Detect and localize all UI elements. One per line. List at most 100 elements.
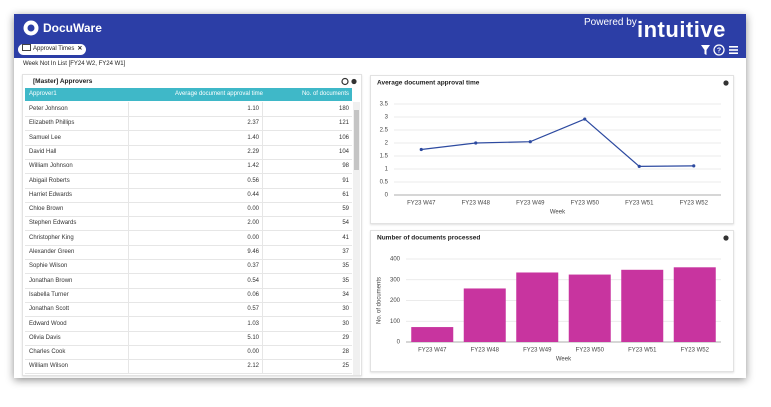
x-tick-label: FY23 W51: [628, 348, 657, 354]
column-header: Average document approval time: [175, 91, 263, 97]
gear-icon[interactable]: [351, 78, 357, 85]
table-body: Peter Johnson 1.10 180 Elizabeth Phillips 2.…: [25, 102, 352, 375]
table-cell: 1.10: [129, 102, 263, 116]
table-cell: Edward Wood: [29, 316, 129, 331]
table-row: Abigail Roberts 0.56 91: [25, 173, 352, 189]
line-point: [474, 141, 478, 145]
table-cell: 0.56: [129, 173, 263, 188]
x-tick-label: FY23 W49: [523, 348, 552, 354]
table-panel: [Master] Approvers Approver1 Average docu…: [22, 74, 362, 376]
chart-title: Number of documents processed: [377, 235, 480, 242]
chart: Average document approval time 0 0.5 1 1.5 2 2…: [377, 80, 729, 216]
table-cell: 104: [338, 148, 349, 155]
table-cell: 0.00: [129, 345, 263, 360]
table-cell: 106: [338, 134, 349, 141]
y-tick-label: 100: [390, 319, 401, 325]
x-tick-label: FY23 W51: [625, 201, 654, 207]
bar: [463, 288, 506, 342]
table-cell: Sophie Wilson: [29, 259, 129, 274]
chip-close[interactable]: ✕: [77, 46, 83, 52]
table-row: Edward Wood 1.03 30: [25, 316, 352, 332]
table-cell: William Wilson: [29, 359, 129, 374]
bar: [568, 274, 611, 342]
table-cell: 61: [342, 191, 349, 198]
menu-icon[interactable]: [729, 46, 738, 54]
table-cell: 9.46: [129, 245, 263, 259]
table-cell: Harriet Edwards: [29, 187, 129, 202]
help-icon[interactable]: [713, 44, 725, 56]
table-row: Samuel Lee 1.40 106: [25, 130, 352, 146]
powered-by: Powered by: [584, 17, 637, 28]
gear-icon[interactable]: [723, 80, 729, 86]
x-tick-label: FY23 W48: [471, 348, 500, 354]
filter-chip[interactable]: Approval Times ✕: [18, 44, 87, 55]
table-row: Harriet Edwards 0.44 61: [25, 187, 352, 203]
table-cell: 2.29: [129, 144, 263, 159]
table-cell: David Hall: [29, 144, 129, 159]
table-cell: 0.57: [129, 302, 263, 317]
table-cell: 29: [342, 334, 349, 341]
y-tick-label: 0: [397, 340, 401, 346]
table-row: William Wilson 2.12 25: [25, 359, 352, 375]
table-cell: 59: [342, 206, 349, 213]
table-cell: 0.37: [129, 259, 263, 274]
y-tick-label: 0.5: [380, 180, 389, 186]
gear-icon[interactable]: [723, 235, 729, 241]
y-tick-label: 1: [385, 167, 389, 173]
table-cell: William Johnson: [29, 159, 129, 174]
line-point: [583, 117, 587, 121]
table-cell: 0.06: [129, 287, 263, 302]
table-cell: 1.03: [129, 316, 263, 331]
table-cell: 37: [342, 249, 349, 255]
table-row: Sophie Wilson 0.37 35: [25, 259, 352, 275]
table-cell: 41: [342, 234, 349, 241]
table-cell: 0.00: [129, 230, 263, 245]
table-cell: Isabella Turner: [29, 287, 129, 302]
help-mark: ?: [717, 47, 721, 54]
table-cell: 2.00: [129, 216, 263, 231]
refresh-icon[interactable]: [341, 77, 349, 86]
filter-chip-label: Approval Times: [33, 46, 75, 52]
y-tick-label: 2.5: [380, 128, 389, 134]
table-cell: Alexander Green: [29, 245, 129, 259]
table-row: Christopher King 0.00 41: [25, 230, 352, 246]
table-cell: 91: [342, 177, 349, 184]
x-tick-label: FY23 W50: [571, 201, 600, 207]
chart-panel: Average document approval time 0 0.5 1 1.5 2 2…: [370, 75, 734, 224]
y-tick-label: 200: [390, 298, 401, 304]
scrollbar-track: [353, 102, 360, 375]
bar: [411, 327, 454, 342]
table-cell: Chloe Brown: [29, 202, 129, 217]
table-row: Jonathan Brown 0.54 35: [25, 273, 352, 289]
table-cell: Jonathan Scott: [29, 302, 129, 317]
table-row: Jonathan Scott 0.57 30: [25, 302, 352, 318]
y-tick-label: 3: [385, 115, 389, 121]
table-cell: 98: [342, 163, 349, 170]
table-title: [Master] Approvers: [33, 78, 93, 85]
table-cell: 5.10: [129, 330, 263, 345]
table-cell: 2.12: [129, 359, 263, 374]
x-tick-label: FY23 W52: [680, 201, 709, 207]
table-cell: Elizabeth Phillips: [29, 116, 129, 131]
table-row: Isabella Turner 0.06 34: [25, 287, 352, 303]
header-bar: DocuWare Powered by intuitive Approval T…: [14, 14, 746, 58]
table-cell: 54: [342, 220, 349, 227]
y-tick-label: 3.5: [380, 102, 389, 108]
x-tick-label: FY23 W47: [407, 201, 436, 207]
table-cell: 28: [342, 349, 349, 356]
partner-logo: intuitive: [637, 17, 726, 42]
line-point: [692, 164, 696, 168]
filter-icon[interactable]: [701, 45, 710, 55]
table-row: Chloe Brown 0.00 59: [25, 202, 352, 218]
table-cell: Christopher King: [29, 230, 129, 245]
bar: [673, 267, 716, 342]
table-row: Olivia Davis 5.10 29: [25, 330, 352, 346]
y-tick-label: 2: [385, 141, 389, 147]
y-tick-label: 300: [390, 277, 401, 283]
table-cell: 121: [338, 120, 349, 127]
table-header: Approver1 Average document approval time N…: [25, 88, 352, 101]
scrollbar-thumb[interactable]: [354, 110, 359, 170]
x-tick-label: FY23 W47: [418, 348, 447, 354]
table-cell: 35: [342, 277, 349, 284]
